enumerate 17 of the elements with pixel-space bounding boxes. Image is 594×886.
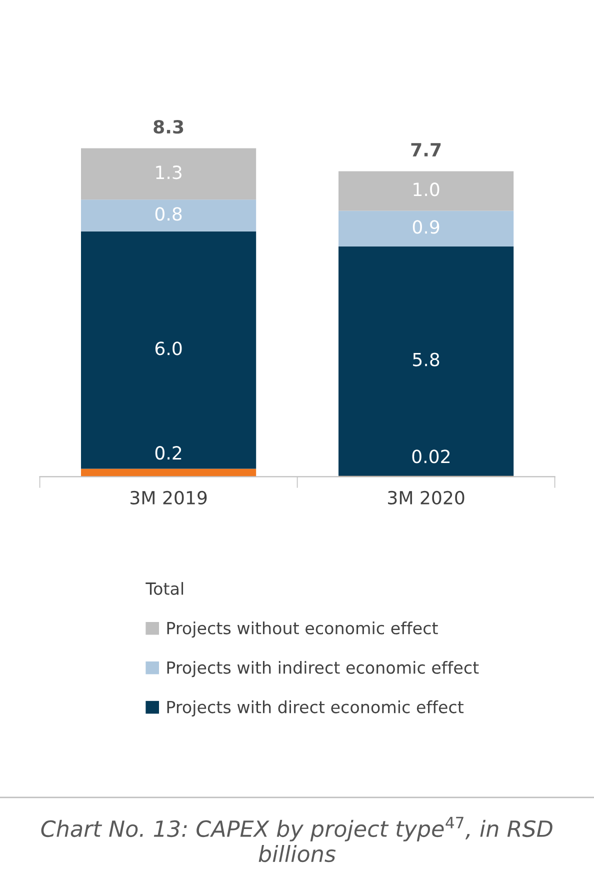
chart-title: Chart No. 13: CAPEX by project type$^{47}$, in RSD billions <box>41 816 552 862</box>
total-label: 7.7 <box>411 143 441 156</box>
legend-label: Projects with indirect economic effect <box>167 660 479 678</box>
total-label: 8.3 <box>154 120 184 134</box>
data-label: 0.9 <box>412 220 440 234</box>
legend-label: Projects with direct economic effect <box>167 700 464 717</box>
data-label: 0.02 <box>412 450 450 464</box>
data-label: 0.2 <box>155 446 182 460</box>
x-tick-label: 3M 2019 <box>130 490 207 505</box>
legend-title: Total <box>146 582 184 595</box>
data-label: 1.3 <box>156 166 182 180</box>
data-label: 0.8 <box>155 207 182 221</box>
legend-label: Projects without economic effect <box>167 622 438 638</box>
data-label: 5.8 <box>413 352 440 366</box>
data-label: 6.0 <box>155 342 182 356</box>
x-tick-label: 3M 2020 <box>388 490 464 505</box>
data-label: 1.0 <box>414 182 440 196</box>
